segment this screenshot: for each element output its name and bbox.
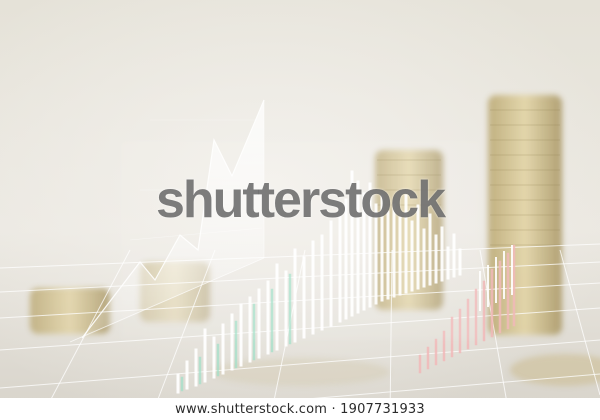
watermark-text: shutterstock xyxy=(155,171,446,229)
credit-text: www.shutterstock.com · 1907731933 xyxy=(175,401,425,417)
credit-bar: www.shutterstock.com · 1907731933 xyxy=(0,398,600,420)
watermark-logo: shutterstock xyxy=(0,170,600,230)
